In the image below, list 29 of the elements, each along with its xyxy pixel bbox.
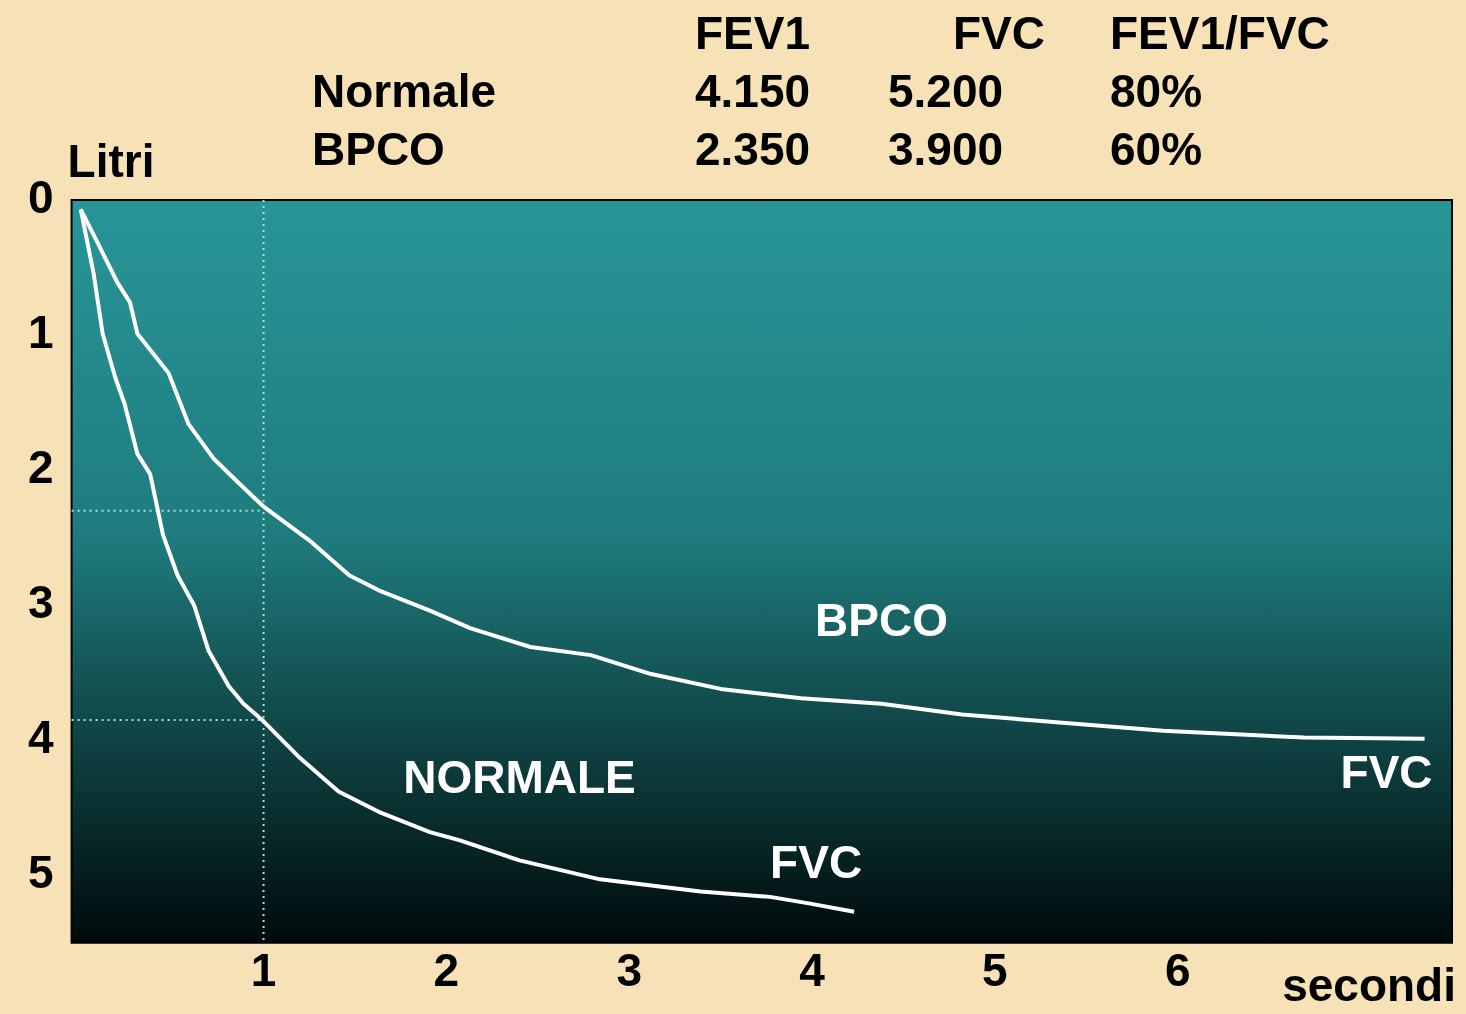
annotation: FVC [1340,745,1433,798]
y-tick-label: 0 [27,170,54,223]
text: FVC [952,6,1046,60]
y-axis-title: Litri [67,134,155,187]
x-axis-title: secondi [1282,959,1456,1012]
y-tick-label: 3 [27,575,54,628]
text: 5.200 [888,64,1005,118]
text: 60% [1110,122,1204,176]
x-tick-label: 1 [250,944,277,997]
x-tick-label: 2 [433,944,460,997]
text: Normale [312,64,498,118]
x-tick-label: 6 [1164,944,1191,997]
annotation: FVC [770,836,863,889]
text: 3.900 [888,122,1005,176]
text: BPCO [312,122,446,176]
text: 2.350 [695,122,812,176]
text: 4.150 [695,64,812,118]
text: FEV1 [695,6,812,60]
y-tick-label: 1 [27,305,54,358]
x-tick-label: 4 [799,944,826,997]
text: FEV1/FVC [1110,6,1331,60]
series-label: BPCO [815,594,948,647]
x-tick-label: 5 [982,944,1008,997]
y-tick-label: 5 [27,845,54,898]
text: 80% [1110,64,1204,118]
series-label: NORMALE [403,751,636,804]
y-tick-label: 4 [27,710,54,763]
x-tick-label: 3 [616,944,643,997]
y-tick-label: 2 [27,440,54,493]
